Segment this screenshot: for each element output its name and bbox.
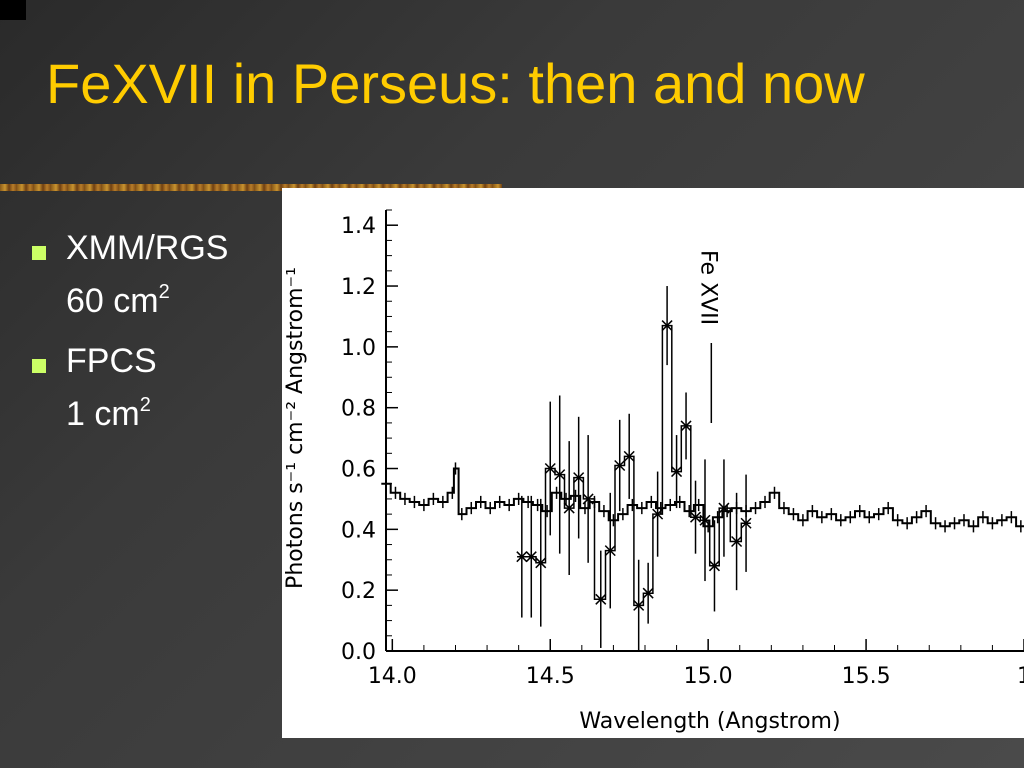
bullet-item-fpcs: FPCS 1 cm2	[30, 339, 228, 436]
fpcs-marker-stroke	[525, 551, 537, 563]
bullet-area-exponent: 2	[139, 394, 151, 416]
y-tick-label: 1.4	[341, 214, 376, 239]
fpcs-data-point	[544, 462, 556, 475]
fpcs-data-point	[731, 535, 743, 548]
x-axis-label: Wavelength (Angstrom)	[579, 709, 840, 734]
bullet-area-value: 60 cm	[66, 282, 159, 320]
bullet-list: XMM/RGS 60 cm2 FPCS 1 cm2	[30, 226, 228, 452]
fpcs-marker-stroke	[623, 450, 635, 462]
fpcs-marker-stroke	[689, 511, 702, 523]
fpcs-data-point	[652, 508, 664, 520]
fpcs-data-point	[582, 493, 594, 505]
x-tick-label: 15.0	[684, 664, 733, 689]
corner-mark	[0, 0, 26, 20]
fpcs-marker-stroke	[535, 557, 547, 569]
fpcs-marker-stroke	[671, 466, 683, 478]
fpcs-data-point	[699, 514, 711, 526]
fpcs-data-point	[689, 511, 702, 523]
bullet-area-exponent: 2	[158, 281, 170, 303]
fpcs-data-point	[661, 320, 673, 332]
fpcs-marker-stroke	[573, 472, 585, 484]
y-tick-label: 0.6	[341, 458, 376, 483]
fpcs-spectrum-line	[517, 324, 751, 607]
bullet-marker	[32, 246, 46, 260]
fpcs-data-point	[535, 557, 547, 569]
fpcs-marker-stroke	[661, 320, 673, 332]
y-tick-label: 0.2	[341, 579, 376, 604]
fpcs-data-point	[573, 472, 585, 484]
x-tick-label: 14.5	[526, 664, 575, 689]
bullet-marker	[32, 359, 46, 373]
x-tick-label: 1	[1017, 664, 1024, 689]
fpcs-data-point	[554, 469, 566, 481]
fpcs-data-point	[633, 599, 645, 611]
fpcs-marker-stroke	[554, 469, 566, 481]
bullet-instrument: XMM/RGS	[66, 229, 229, 267]
fpcs-marker-stroke	[633, 599, 645, 611]
fpcs-data-point	[623, 450, 635, 462]
fpcs-data-point	[595, 593, 607, 605]
fpcs-marker-stroke	[595, 593, 607, 605]
bullet-area: 60 cm2	[66, 270, 228, 323]
fpcs-marker-stroke	[516, 551, 528, 563]
fpcs-data-point	[708, 560, 721, 572]
y-tick-label: 1.2	[341, 275, 376, 300]
y-axis-label: Photons s⁻¹ cm⁻² Angstrom⁻¹	[283, 267, 308, 589]
fpcs-data-point	[614, 459, 626, 472]
fpcs-marker-stroke	[708, 560, 721, 572]
fpcs-marker-stroke	[614, 459, 626, 472]
fpcs-data-point	[718, 502, 730, 514]
fpcs-marker-stroke	[582, 493, 594, 505]
spectrum-chart: 0.0 0.2 0.4 0.6 0.8 1.0 1.2 1.4 14.0 14.5 15.0 15.5…	[282, 188, 1024, 738]
fpcs-marker-stroke	[718, 502, 730, 514]
fpcs-data-point	[525, 551, 537, 563]
bullet-item-xmm-rgs: XMM/RGS 60 cm2	[30, 226, 228, 323]
fpcs-data-point	[671, 466, 683, 478]
plot-area: 0.0 0.2 0.4 0.6 0.8 1.0 1.2 1.4 14.0 14.5 15.0 15.5…	[341, 209, 1024, 689]
fpcs-marker-stroke	[563, 502, 575, 514]
bullet-area: 1 cm2	[66, 383, 228, 436]
fpcs-marker-stroke	[604, 545, 616, 557]
bullet-area-value: 1 cm	[66, 395, 140, 433]
fpcs-data-point	[516, 551, 528, 563]
fpcs-marker-stroke	[731, 535, 743, 548]
y-tick-label: 0.0	[341, 640, 376, 665]
fpcs-marker-stroke	[642, 587, 654, 599]
y-tick-label: 0.4	[341, 518, 376, 543]
x-tick-label: 15.5	[842, 664, 891, 689]
fpcs-data-point	[563, 502, 575, 514]
y-tick-label: 1.0	[341, 336, 376, 361]
title-rule	[0, 184, 502, 191]
fpcs-data-point	[604, 545, 616, 557]
fe-xvii-annotation: Fe XVII	[695, 250, 720, 325]
slide-title: FeXVII in Perseus: then and now	[46, 52, 865, 115]
fpcs-marker-stroke	[544, 462, 556, 475]
fpcs-marker-stroke	[680, 420, 692, 432]
fpcs-data-point	[642, 587, 654, 599]
fpcs-marker-stroke	[652, 508, 664, 520]
bullet-instrument: FPCS	[66, 342, 157, 380]
fpcs-marker-stroke	[740, 517, 752, 529]
fpcs-data-point	[680, 420, 692, 432]
x-tick-label: 14.0	[368, 664, 417, 689]
y-tick-label: 0.8	[341, 397, 376, 422]
fpcs-data-point	[740, 517, 752, 529]
spectrum-plot: 0.0 0.2 0.4 0.6 0.8 1.0 1.2 1.4 14.0 14.5 15.0 15.5…	[283, 209, 1024, 734]
fpcs-marker-stroke	[699, 514, 711, 526]
